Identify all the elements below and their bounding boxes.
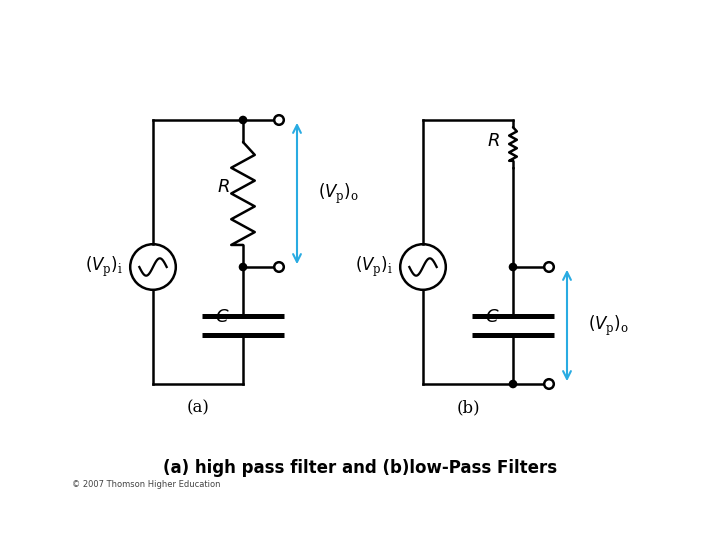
Text: $R$: $R$ [487,132,500,150]
Circle shape [544,262,554,272]
Text: $C$: $C$ [215,307,230,326]
Circle shape [274,262,284,272]
Text: $(V_{\mathregular{p}})_{\mathregular{o}}$: $(V_{\mathregular{p}})_{\mathregular{o}}… [318,181,359,206]
Circle shape [544,379,554,389]
Text: © 2007 Thomson Higher Education: © 2007 Thomson Higher Education [72,480,220,489]
Text: $C$: $C$ [485,307,500,326]
Text: $(V_{\mathregular{p}})_{\mathregular{o}}$: $(V_{\mathregular{p}})_{\mathregular{o}}… [588,313,629,338]
Circle shape [240,264,246,271]
Text: $R$: $R$ [217,179,230,197]
Text: (a): (a) [186,400,210,416]
Text: $(V_{\mathregular{p}})_{\mathregular{i}}$: $(V_{\mathregular{p}})_{\mathregular{i}}… [85,255,123,279]
Circle shape [240,117,246,124]
Text: (b): (b) [456,400,480,416]
Circle shape [510,264,517,271]
Text: $(V_{\mathregular{p}})_{\mathregular{i}}$: $(V_{\mathregular{p}})_{\mathregular{i}}… [355,255,393,279]
Text: (a) high pass filter and (b)low-Pass Filters: (a) high pass filter and (b)low-Pass Fil… [163,459,557,477]
Circle shape [274,115,284,125]
Circle shape [510,380,517,388]
